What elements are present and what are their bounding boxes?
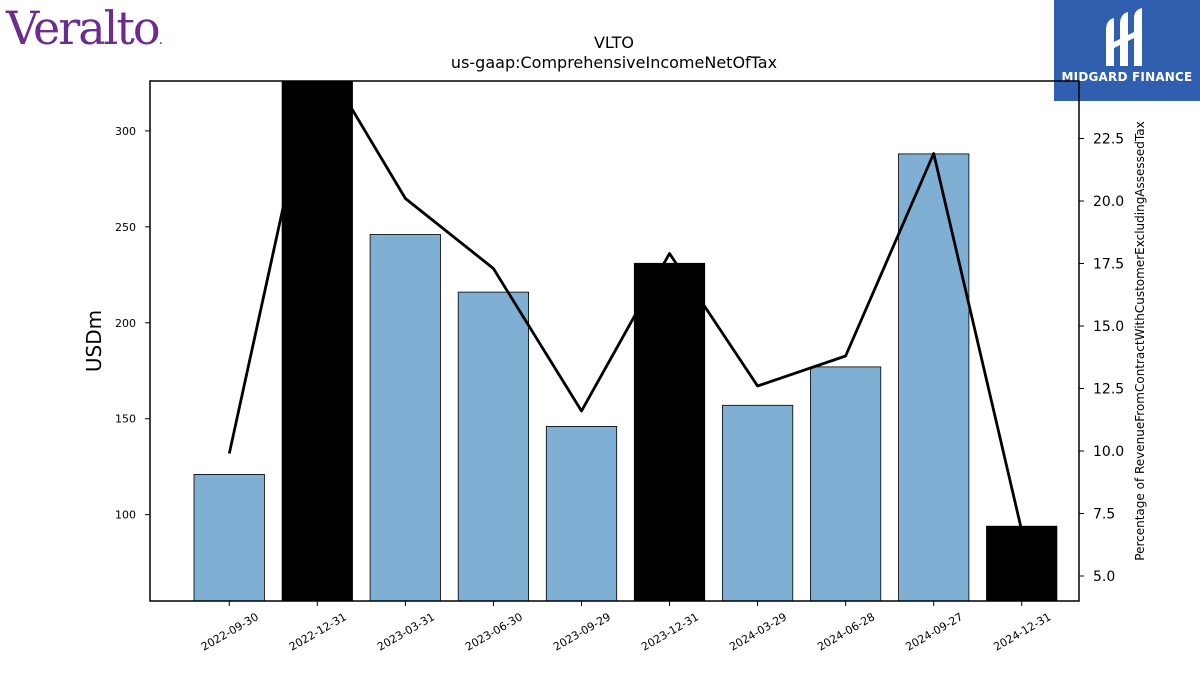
bar-2023-09-29 bbox=[545, 425, 618, 601]
bar-2023-12-31 bbox=[633, 262, 706, 601]
x-tick-label: 2023-03-31 bbox=[375, 610, 437, 653]
bar-2023-03-31 bbox=[369, 234, 441, 601]
bar-2024-12-31 bbox=[986, 525, 1058, 601]
bar-2022-12-31 bbox=[281, 81, 353, 601]
partner-name: MIDGARD FINANCE bbox=[1061, 70, 1193, 84]
x-tick-label: 2024-09-27 bbox=[903, 610, 965, 653]
y2-tick-label: 15.0 bbox=[1093, 319, 1124, 335]
y2-tick-label: 7.5 bbox=[1093, 507, 1115, 523]
x-tick-label: 2023-06-30 bbox=[463, 610, 525, 653]
bar-2022-09-30 bbox=[193, 473, 265, 601]
y2-axis-label: Percentage of RevenueFromContractWithCus… bbox=[1133, 121, 1147, 560]
bar-series bbox=[193, 81, 1058, 601]
y2-tick-label: 12.5 bbox=[1093, 382, 1124, 398]
y2-tick-label: 10.0 bbox=[1093, 444, 1124, 460]
y-tick-label: 200 bbox=[115, 317, 136, 330]
y-axis-right: 5.0 7.5 10.0 12.5 15.0 17.5 20.0 22.5 bbox=[1079, 132, 1124, 585]
chart-subtitle: us-gaap:ComprehensiveIncomeNetOfTax bbox=[451, 53, 777, 72]
y-tick-label: 100 bbox=[115, 509, 136, 522]
y-tick-label: 250 bbox=[115, 221, 136, 234]
x-tick-label: 2024-12-31 bbox=[991, 610, 1053, 653]
x-tick-label: 2023-12-31 bbox=[639, 610, 701, 653]
veralto-logo: Veralto. bbox=[6, 1, 163, 55]
y-tick-label: 150 bbox=[115, 413, 136, 426]
y2-tick-label: 5.0 bbox=[1093, 569, 1115, 585]
x-tick-label: 2024-06-28 bbox=[815, 610, 877, 653]
bar-2024-09-27 bbox=[898, 153, 970, 601]
x-tick-label: 2023-09-29 bbox=[551, 610, 613, 653]
y-axis-label: USDm bbox=[82, 310, 106, 372]
midgard-mark-icon bbox=[1106, 8, 1142, 66]
plot-frame bbox=[149, 80, 1080, 602]
bar-2024-06-28 bbox=[810, 366, 882, 601]
bar-2023-06-30 bbox=[457, 291, 530, 601]
x-tick-label: 2022-12-31 bbox=[287, 610, 349, 653]
y-axis-left: 100 150 200 250 300 bbox=[115, 125, 150, 522]
y2-tick-label: 22.5 bbox=[1093, 132, 1124, 148]
y2-tick-label: 20.0 bbox=[1093, 194, 1124, 210]
chart-title: VLTO bbox=[594, 33, 634, 52]
line-percentage bbox=[227, 81, 1024, 532]
y-tick-label: 300 bbox=[115, 125, 136, 138]
y2-tick-label: 17.5 bbox=[1093, 257, 1124, 273]
bar-2024-03-29 bbox=[722, 404, 794, 601]
x-tick-label: 2022-09-30 bbox=[199, 610, 261, 653]
line-series bbox=[227, 81, 1024, 532]
x-tick-label: 2024-03-29 bbox=[727, 610, 789, 653]
x-axis: 2022-09-30 2022-12-31 2023-03-31 2023-06-30… bbox=[199, 601, 1053, 654]
